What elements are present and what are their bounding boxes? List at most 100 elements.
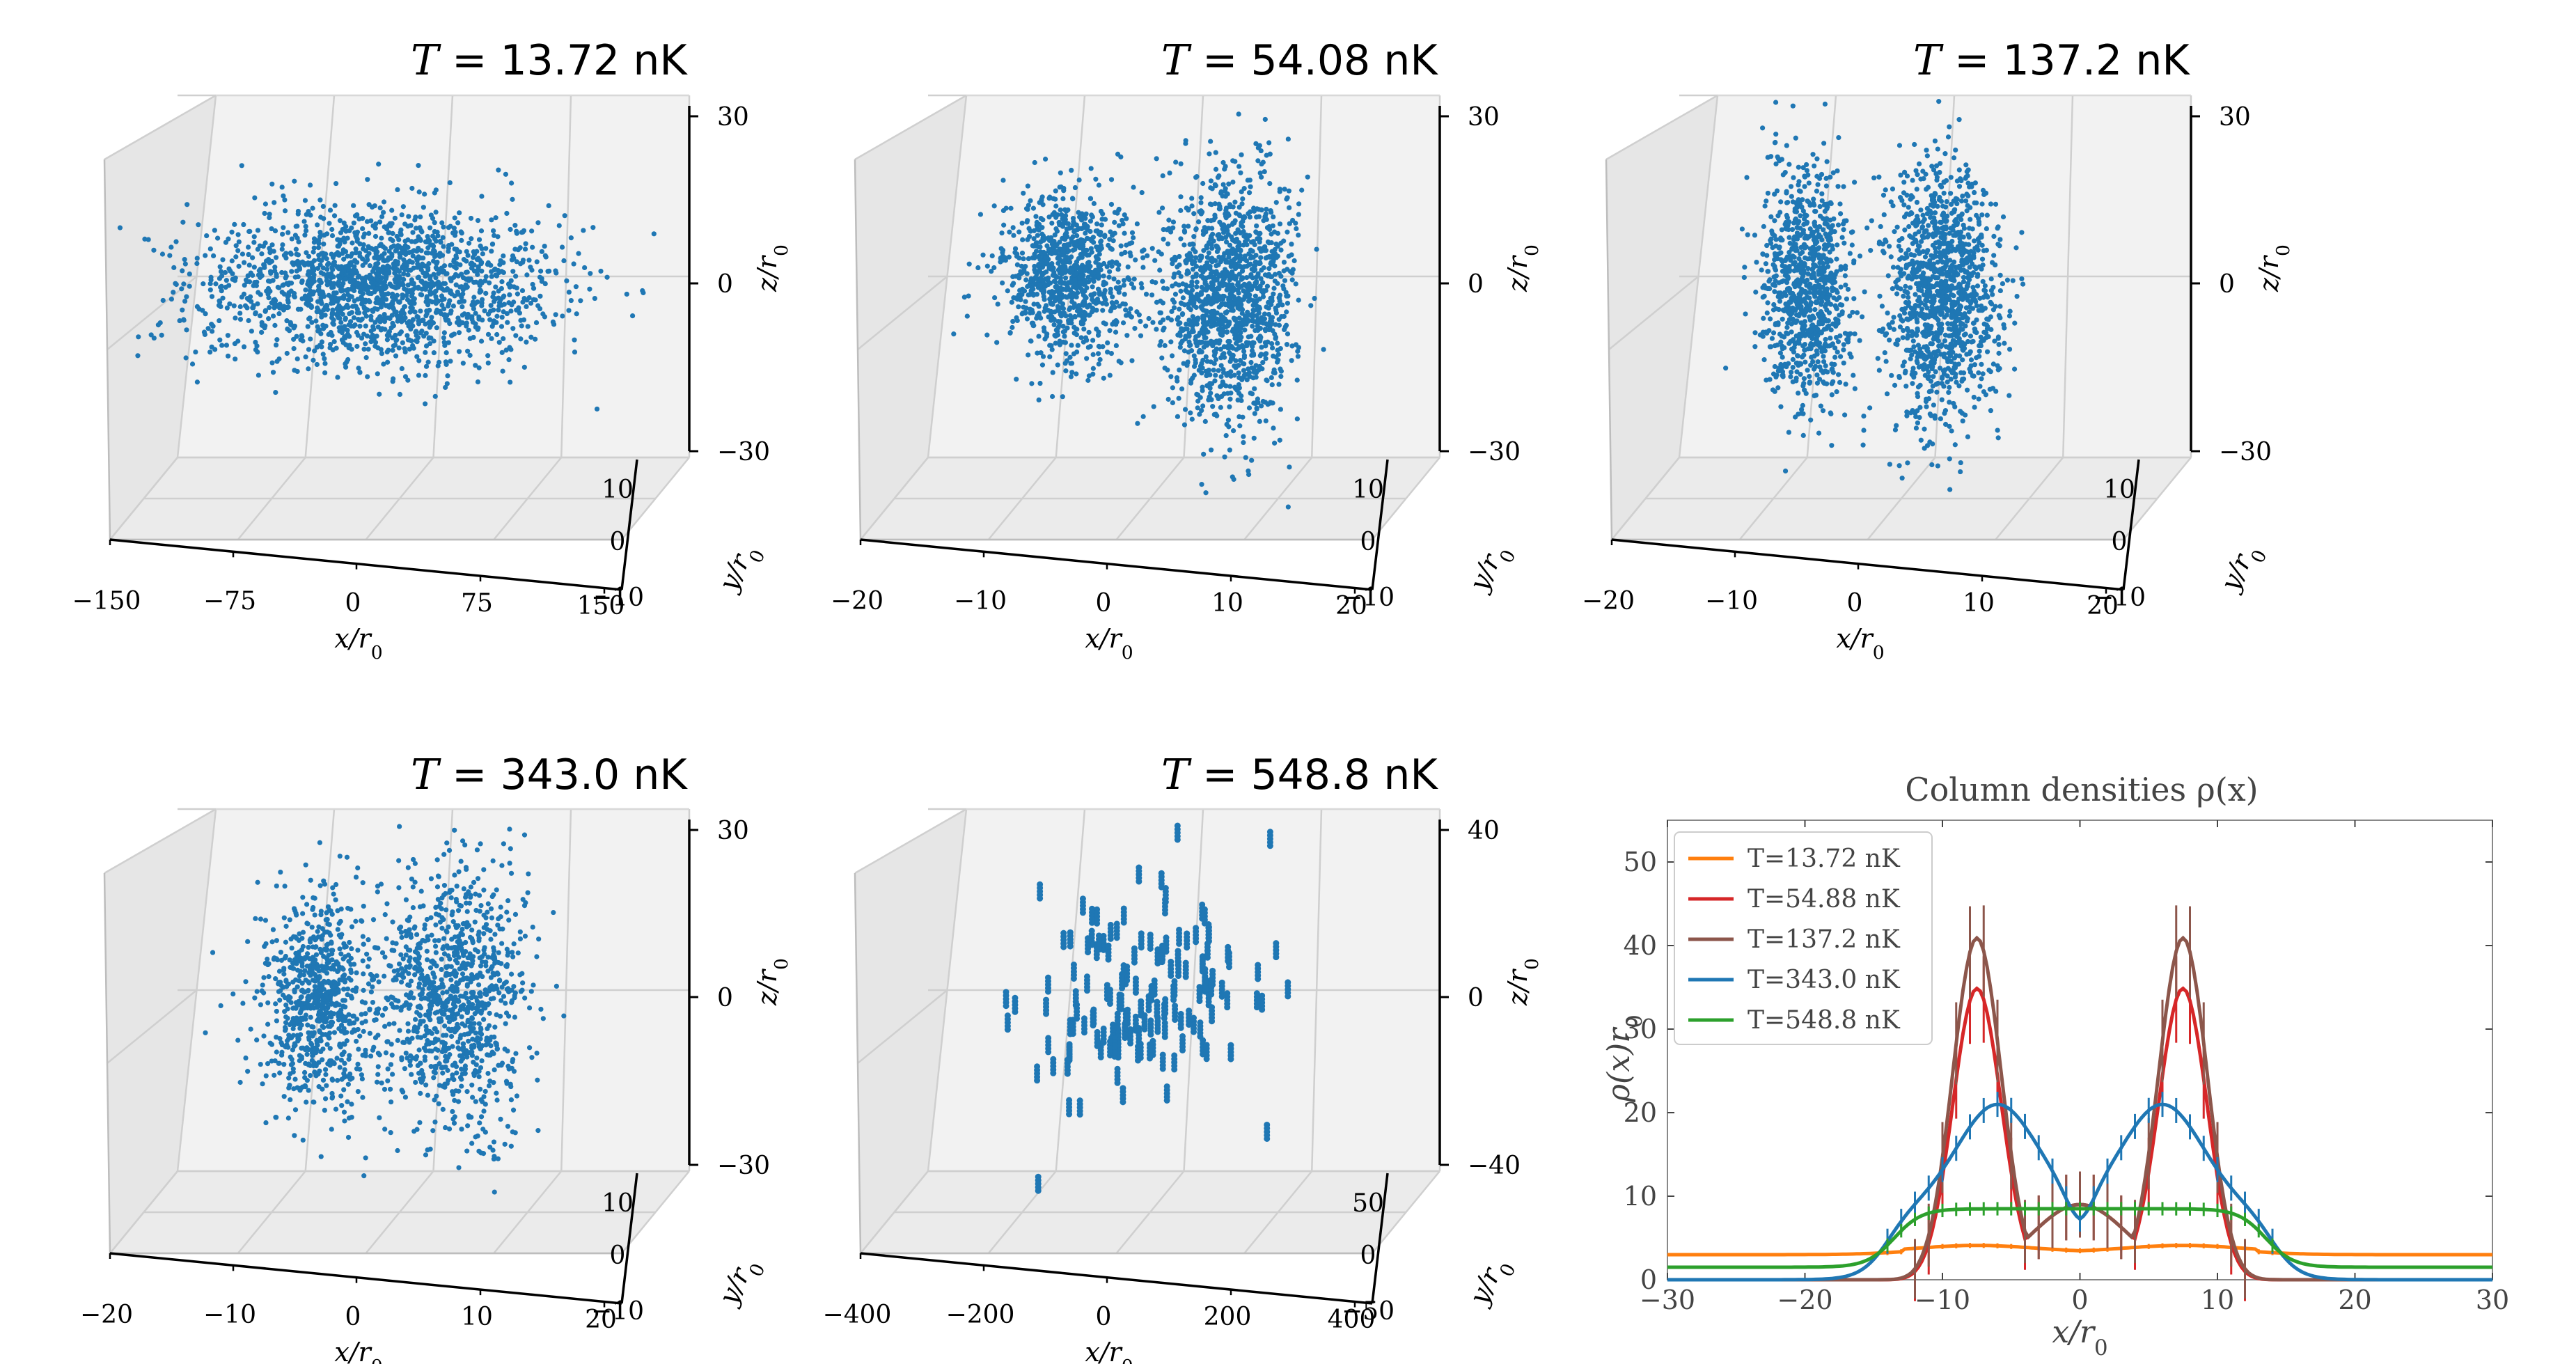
point bbox=[279, 246, 285, 252]
point bbox=[1843, 282, 1848, 288]
point bbox=[1014, 377, 1019, 382]
point bbox=[1095, 332, 1101, 338]
point bbox=[334, 306, 340, 311]
point bbox=[292, 274, 298, 280]
point bbox=[519, 230, 524, 235]
point bbox=[562, 213, 567, 219]
point bbox=[1131, 235, 1136, 241]
point bbox=[1181, 228, 1187, 234]
point bbox=[1230, 179, 1236, 185]
z-axis-label: z/r0 bbox=[752, 244, 792, 292]
point bbox=[209, 322, 214, 327]
point bbox=[1121, 282, 1126, 288]
point bbox=[360, 246, 366, 252]
point bbox=[1248, 313, 1253, 318]
point bbox=[1251, 435, 1257, 441]
point bbox=[322, 233, 327, 238]
point bbox=[1788, 184, 1794, 189]
point bbox=[205, 326, 211, 331]
point bbox=[1090, 276, 1095, 282]
point bbox=[1188, 292, 1194, 297]
point bbox=[1170, 385, 1175, 391]
point bbox=[1202, 281, 1208, 286]
point bbox=[1060, 329, 1066, 335]
point bbox=[267, 250, 273, 256]
point bbox=[1841, 227, 1846, 233]
point bbox=[1221, 351, 1227, 356]
point bbox=[272, 228, 278, 234]
point bbox=[1835, 290, 1840, 295]
point bbox=[1069, 267, 1075, 273]
point bbox=[1021, 256, 1026, 262]
point bbox=[395, 313, 402, 319]
point bbox=[1076, 226, 1083, 231]
point bbox=[1101, 273, 1106, 279]
point bbox=[1039, 362, 1046, 368]
point bbox=[1269, 375, 1274, 380]
point bbox=[263, 258, 269, 264]
point bbox=[366, 251, 372, 256]
point bbox=[251, 234, 257, 240]
point bbox=[1090, 366, 1096, 371]
point bbox=[400, 249, 406, 256]
point bbox=[324, 262, 331, 267]
point bbox=[1166, 217, 1172, 223]
point bbox=[1232, 238, 1237, 244]
point bbox=[1061, 281, 1067, 286]
point bbox=[1213, 166, 1219, 172]
point bbox=[1199, 482, 1204, 487]
point bbox=[284, 281, 290, 286]
point bbox=[171, 265, 177, 270]
point bbox=[327, 207, 333, 213]
point bbox=[466, 240, 472, 246]
point bbox=[1232, 220, 1237, 226]
point bbox=[1021, 190, 1026, 196]
point bbox=[250, 272, 256, 279]
point bbox=[370, 324, 376, 329]
point bbox=[1799, 204, 1805, 210]
point bbox=[421, 318, 426, 323]
point bbox=[1210, 343, 1216, 349]
point bbox=[1791, 175, 1796, 180]
point bbox=[1766, 279, 1772, 284]
point bbox=[454, 320, 460, 325]
point bbox=[1784, 212, 1789, 218]
point bbox=[1265, 239, 1271, 245]
point bbox=[317, 197, 323, 203]
point bbox=[331, 281, 337, 286]
point bbox=[370, 332, 375, 338]
point bbox=[389, 207, 395, 213]
point bbox=[1770, 330, 1777, 336]
point bbox=[437, 308, 443, 314]
point bbox=[966, 293, 971, 299]
point bbox=[1837, 354, 1844, 359]
point bbox=[443, 361, 449, 368]
point bbox=[368, 339, 374, 345]
point bbox=[1290, 217, 1296, 224]
point bbox=[338, 287, 343, 292]
point bbox=[1835, 242, 1840, 248]
point bbox=[1128, 313, 1133, 319]
point bbox=[511, 256, 517, 261]
point bbox=[444, 286, 450, 292]
point bbox=[321, 241, 327, 247]
point bbox=[496, 288, 501, 294]
point bbox=[406, 214, 411, 219]
point bbox=[1256, 310, 1262, 316]
point bbox=[362, 299, 368, 305]
point bbox=[1851, 180, 1858, 185]
point bbox=[1816, 343, 1823, 349]
point bbox=[246, 279, 253, 285]
point bbox=[1254, 214, 1259, 220]
point bbox=[1081, 221, 1087, 227]
point bbox=[388, 223, 393, 229]
point bbox=[476, 365, 482, 370]
point bbox=[1786, 285, 1792, 292]
point bbox=[1091, 201, 1097, 206]
point bbox=[1252, 411, 1257, 416]
point bbox=[1143, 291, 1149, 297]
point bbox=[1138, 318, 1143, 324]
point bbox=[448, 359, 453, 364]
point bbox=[284, 350, 290, 356]
point bbox=[423, 299, 429, 305]
